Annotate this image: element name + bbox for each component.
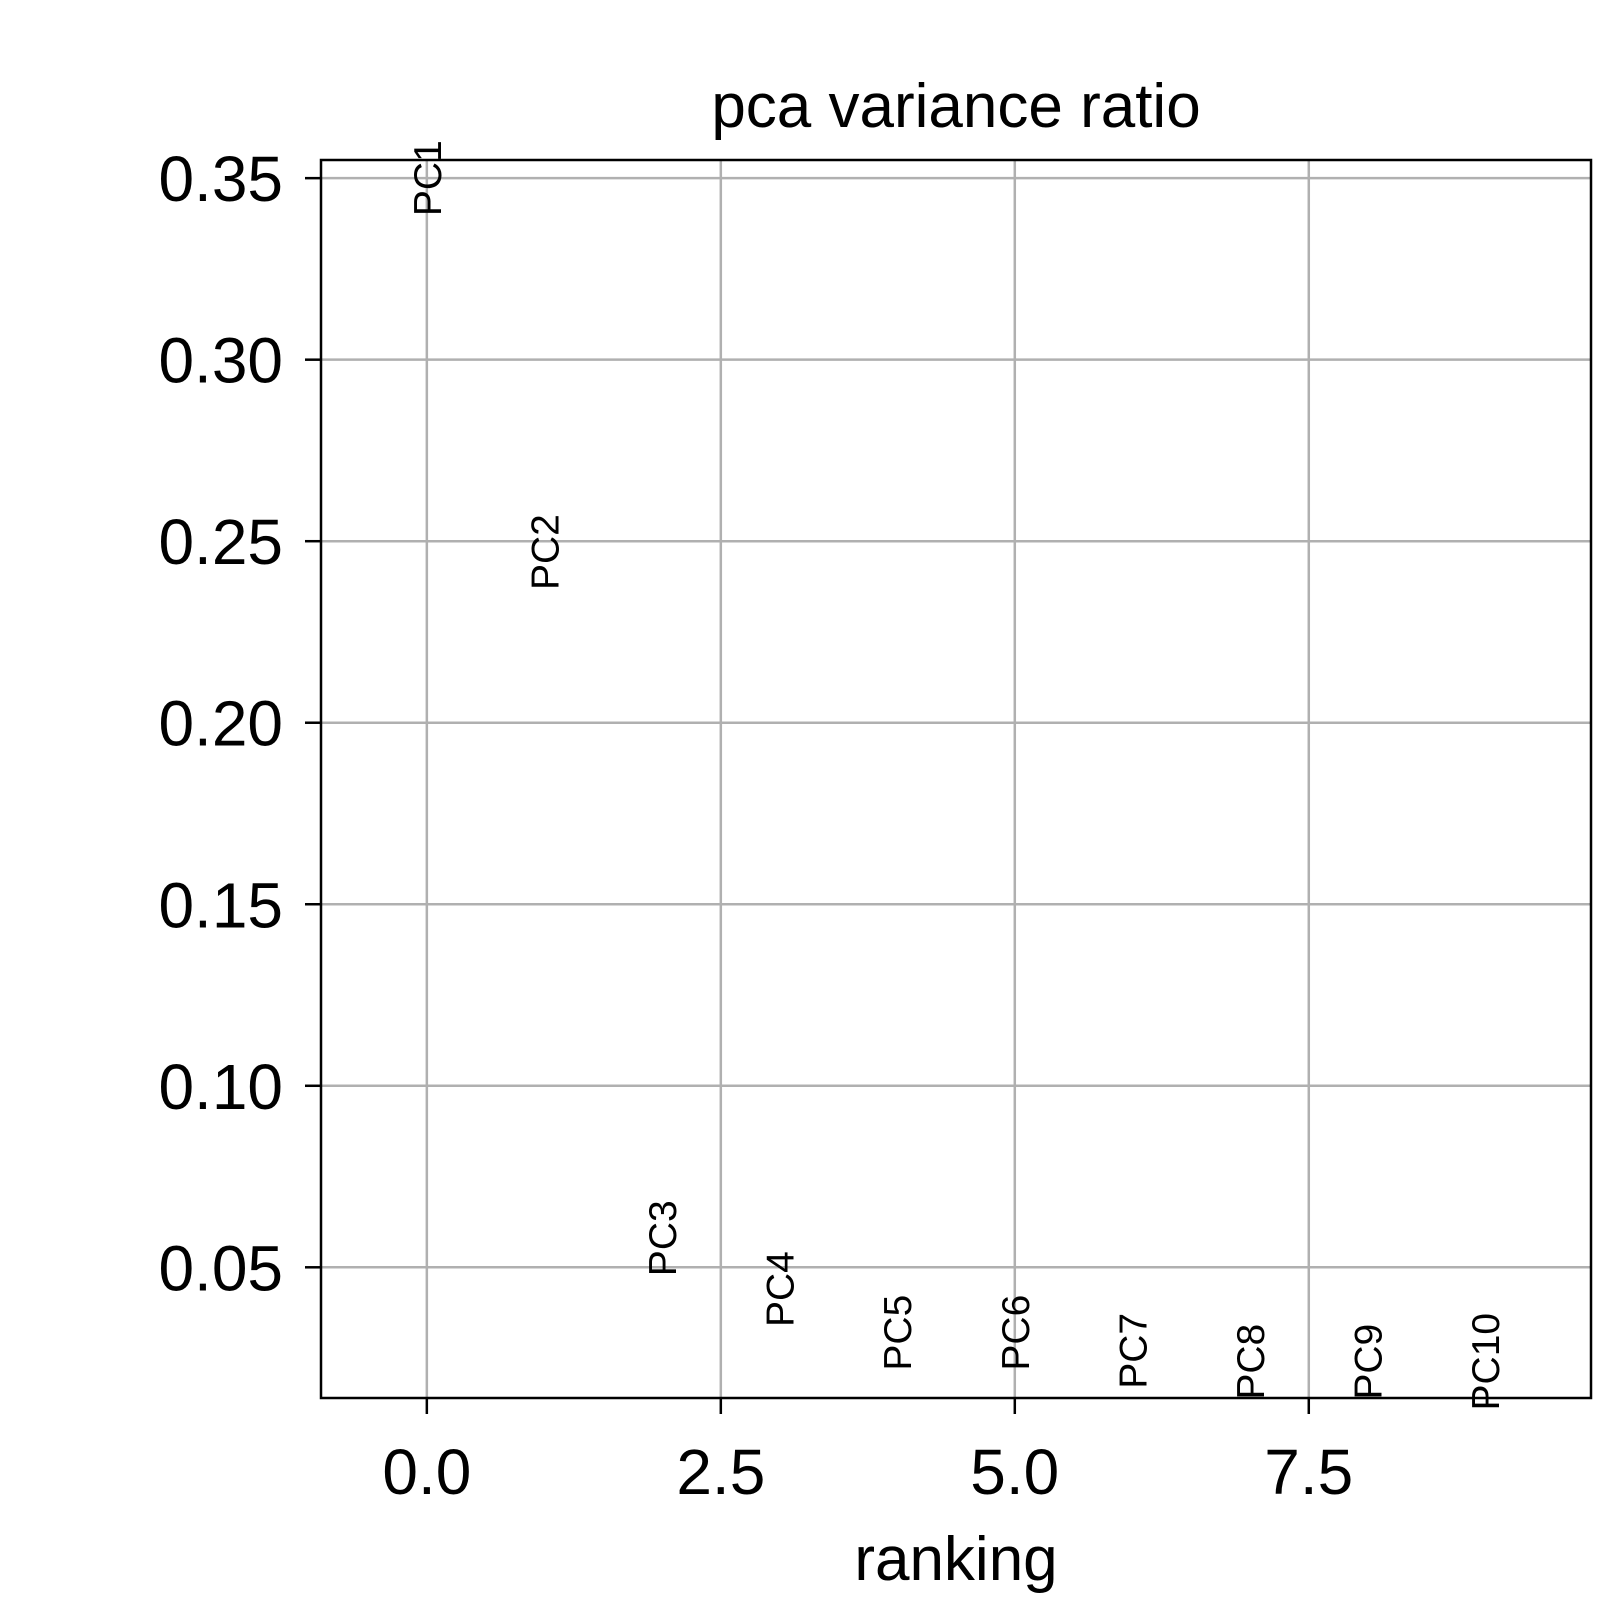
y-tick-label: 0.10 — [158, 1051, 283, 1123]
point-label-pc7: PC7 — [1112, 1313, 1155, 1389]
point-label-pc10: PC10 — [1465, 1313, 1508, 1411]
point-label-pc3: PC3 — [642, 1200, 685, 1276]
point-label-pc1: PC1 — [407, 140, 450, 216]
y-tick-label: 0.15 — [158, 869, 283, 941]
y-tick-label: 0.35 — [158, 143, 283, 215]
point-label-pc9: PC9 — [1348, 1324, 1391, 1400]
data-labels-layer: PC1 PC2 PC3 PC4 PC5 PC6 PC7 PC8 PC9 PC10 — [407, 140, 1508, 1410]
x-tick-label: 5.0 — [970, 1436, 1059, 1508]
point-label-pc2: PC2 — [524, 514, 567, 590]
x-tick-label: 0.0 — [382, 1436, 471, 1508]
x-tick-label: 2.5 — [676, 1436, 765, 1508]
point-label-pc8: PC8 — [1230, 1324, 1273, 1400]
y-tick-label: 0.05 — [158, 1232, 283, 1304]
tick-layer: 0.0 2.5 5.0 7.5 0.05 0.10 0.15 0.20 0.25 0.30 0.35 — [158, 143, 1353, 1508]
grid-layer — [321, 160, 1591, 1398]
y-tick-label: 0.30 — [158, 325, 283, 397]
plot-area-frame — [319, 158, 1593, 1400]
point-label-pc6: PC6 — [995, 1295, 1038, 1371]
point-label-pc5: PC5 — [877, 1295, 920, 1371]
x-axis-label: ranking — [854, 1525, 1057, 1594]
y-tick-label: 0.25 — [158, 506, 283, 578]
chart-title: pca variance ratio — [711, 72, 1200, 141]
y-tick-label: 0.20 — [158, 688, 283, 760]
point-label-pc4: PC4 — [760, 1251, 803, 1327]
x-tick-label: 7.5 — [1264, 1436, 1353, 1508]
